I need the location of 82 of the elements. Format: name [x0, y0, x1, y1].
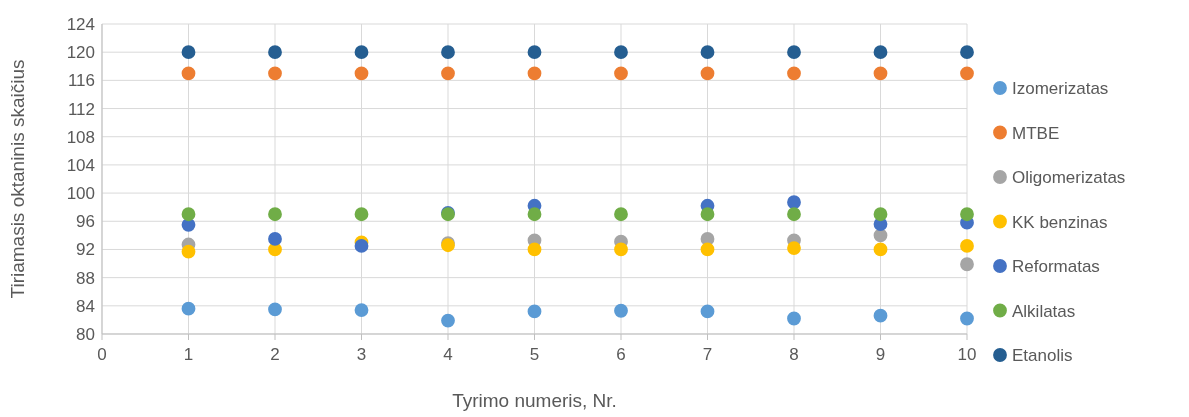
- y-tick-label: 116: [67, 71, 95, 91]
- point: [527, 207, 542, 222]
- point: [354, 239, 369, 253]
- point: [181, 45, 196, 60]
- point: [527, 66, 542, 81]
- point: [181, 301, 196, 316]
- legend-label: KK benzinas: [1012, 212, 1108, 232]
- y-tick-label: 108: [66, 127, 95, 147]
- point: [787, 195, 801, 210]
- point: [787, 207, 801, 222]
- point: [614, 303, 628, 318]
- y-axis-title: Tiriamasis oktaninis skaičius: [7, 59, 28, 299]
- y-tick-label: 124: [66, 15, 95, 34]
- y-tick-label: 80: [76, 325, 95, 344]
- point: [354, 303, 369, 317]
- point: [873, 308, 888, 323]
- y-tick-label: 104: [66, 155, 95, 175]
- point: [441, 45, 455, 60]
- point: [960, 207, 974, 222]
- point: [181, 207, 196, 222]
- x-tick-label: 10: [957, 345, 977, 364]
- point: [268, 207, 282, 222]
- x-tick-label: 9: [875, 345, 886, 364]
- point: [354, 207, 369, 222]
- legend-label: Izomerizatas: [1012, 79, 1109, 98]
- point: [268, 302, 282, 317]
- point: [268, 231, 282, 246]
- point: [700, 66, 715, 81]
- point: [960, 239, 974, 253]
- point: [614, 242, 628, 257]
- x-tick-label: 2: [270, 345, 280, 364]
- point: [873, 45, 888, 60]
- x-tick-label: 4: [443, 345, 453, 364]
- x-tick-label: 0: [97, 345, 107, 364]
- point: [873, 66, 888, 81]
- point: [441, 66, 455, 81]
- y-tick-label: 84: [76, 296, 95, 316]
- point: [181, 66, 196, 81]
- point: [873, 242, 888, 257]
- x-axis-title: Tyrimo numeris, Nr.: [452, 390, 617, 411]
- point: [181, 244, 196, 259]
- point: [700, 45, 715, 60]
- point: [354, 66, 369, 81]
- point: [787, 241, 801, 255]
- point: [354, 45, 369, 60]
- legend-label: Etanolis: [1012, 346, 1073, 365]
- legend-label: Oligomerizatas: [1012, 168, 1126, 187]
- y-tick-label: 112: [67, 99, 95, 119]
- legend-label: Reformatas: [1012, 257, 1100, 276]
- point: [441, 313, 455, 328]
- y-tick-label: 92: [76, 240, 95, 260]
- x-tick-label: 1: [183, 345, 194, 364]
- x-tick-label: 8: [789, 345, 799, 364]
- point: [527, 304, 542, 319]
- point: [787, 311, 801, 326]
- point: [960, 311, 974, 326]
- point: [787, 66, 801, 81]
- legend-label: Alkilatas: [1012, 301, 1076, 321]
- point: [960, 66, 974, 81]
- x-tick-label: 6: [616, 345, 626, 364]
- point: [614, 66, 628, 81]
- point: [700, 304, 715, 319]
- point: [614, 207, 628, 222]
- point: [527, 242, 542, 257]
- x-tick-label: 5: [529, 345, 540, 364]
- point: [614, 45, 628, 60]
- point: [960, 257, 974, 272]
- point: [268, 45, 282, 60]
- point: [527, 45, 542, 60]
- point: [700, 207, 715, 222]
- legend-label: MTBE: [1012, 123, 1060, 143]
- y-tick-label: 88: [76, 268, 95, 288]
- x-tick-label: 7: [702, 345, 713, 364]
- point: [873, 207, 888, 222]
- y-tick-label: 100: [66, 184, 95, 204]
- y-tick-label: 96: [76, 212, 95, 232]
- point: [787, 45, 801, 60]
- point: [960, 45, 974, 60]
- point: [268, 66, 282, 81]
- y-tick-label: 120: [66, 43, 95, 63]
- x-tick-label: 3: [356, 345, 367, 364]
- point: [700, 242, 715, 257]
